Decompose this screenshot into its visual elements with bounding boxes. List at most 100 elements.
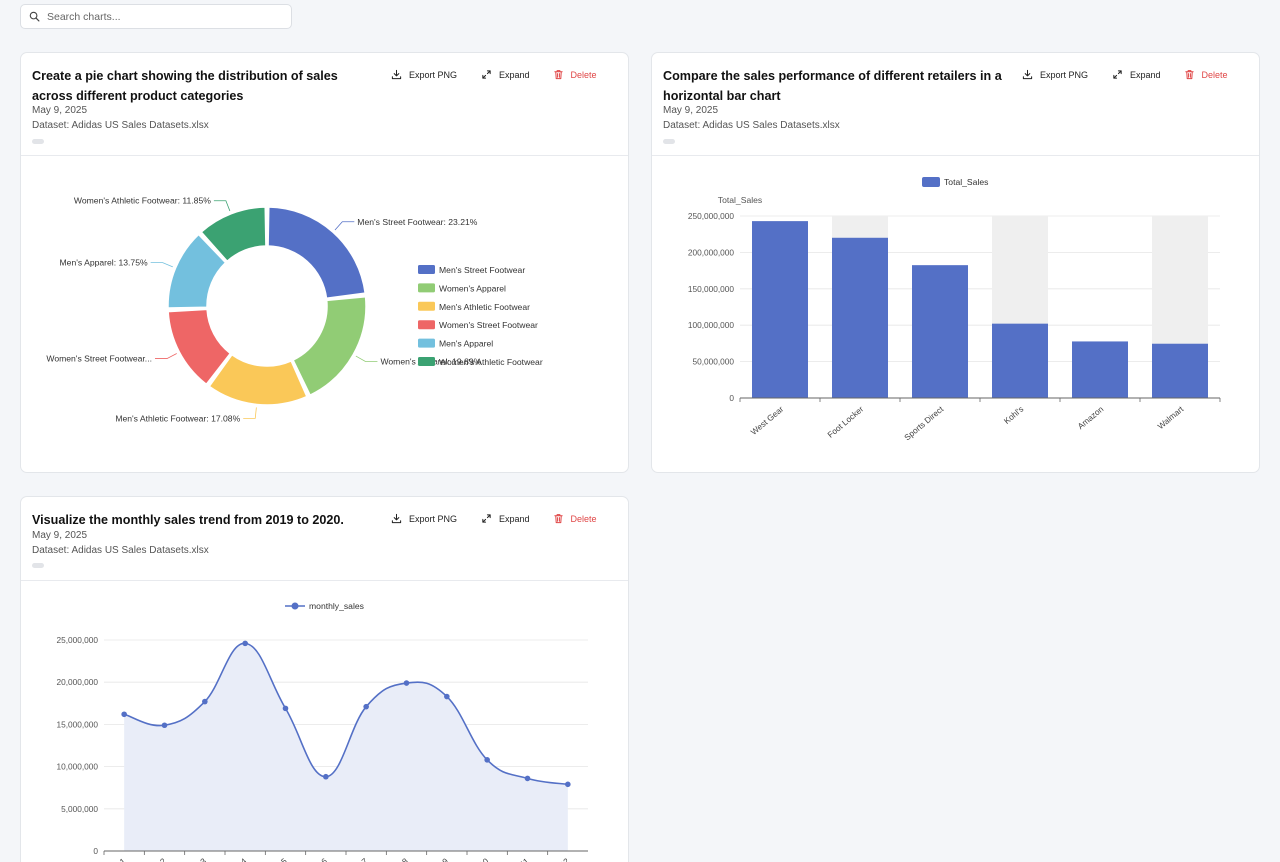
x-tick-label: 10: [477, 856, 491, 862]
line-point: [524, 775, 531, 782]
card-tag: [32, 139, 44, 144]
y-tick-label: 25,000,000: [56, 635, 98, 645]
x-tick-label: Foot Locker: [825, 404, 865, 440]
x-tick-label: 3: [198, 856, 208, 862]
x-tick-label: 9: [440, 856, 450, 862]
card-dataset: Dataset: Adidas US Sales Datasets.xlsx: [32, 120, 209, 131]
line-point: [484, 757, 490, 763]
x-tick-label: West Gear: [749, 404, 786, 437]
chart-card-pie: Create a pie chart showing the distribut…: [20, 52, 629, 473]
export-png-label: Export PNG: [409, 69, 458, 80]
delete-button[interactable]: Delete: [553, 69, 597, 80]
x-tick-label: Amazon: [1076, 404, 1106, 431]
legend-swatch: [922, 177, 940, 187]
card-header: Compare the sales performance of differe…: [652, 53, 1259, 156]
card-actions: Export PNG Expand Delete: [391, 69, 597, 80]
line-chart: monthly_sales 0 5,000,000 10,000,000 15,000,…: [56, 601, 588, 862]
card-actions: Export PNG Expand Delete: [1022, 69, 1228, 80]
y-tick-label: 100,000,000: [688, 320, 735, 330]
expand-button[interactable]: Expand: [481, 513, 530, 524]
search-box[interactable]: [20, 4, 292, 29]
legend-label: Women's Athletic Footwear: [439, 357, 543, 367]
delete-label: Delete: [570, 69, 597, 80]
search-icon: [29, 11, 40, 22]
line-point: [202, 698, 208, 705]
bar: [832, 237, 888, 398]
x-tick-label: 8: [400, 856, 410, 862]
expand-icon: [482, 514, 491, 523]
trash-icon: [553, 514, 563, 524]
line-point: [403, 680, 410, 686]
expand-icon: [1113, 70, 1122, 79]
pie-slice: [208, 353, 308, 406]
pie-slice-label: Women's Athletic Footwear: 11.85%: [74, 196, 211, 206]
legend-label: Women's Street Footwear: [439, 320, 538, 330]
pie-slice: [167, 308, 232, 386]
x-tick-label: Kohl's: [1002, 404, 1026, 426]
chart-card-bar: Compare the sales performance of differe…: [651, 52, 1260, 473]
card-title: Compare the sales performance of differe…: [663, 69, 1002, 103]
expand-button[interactable]: Expand: [1112, 69, 1161, 80]
y-axis-title: Total_Sales: [718, 195, 762, 205]
search-input[interactable]: [47, 10, 277, 23]
x-tick-label: 5: [279, 856, 289, 862]
pie-leader-line: [355, 355, 378, 362]
card-tag: [32, 563, 44, 568]
pie-slice: [267, 206, 366, 299]
legend-swatch: [418, 357, 435, 366]
pie-slice: [167, 233, 227, 309]
expand-icon: [482, 70, 491, 79]
line-area: [124, 643, 568, 851]
legend-label: Men's Apparel: [439, 339, 493, 349]
pie-chart: Men's Street Footwear: 23.21% Women's App…: [46, 196, 543, 424]
y-tick-label: 0: [729, 393, 734, 403]
card-dataset: Dataset: Adidas US Sales Datasets.xlsx: [32, 545, 209, 556]
card-date: May 9, 2025: [32, 105, 88, 116]
legend-label: Men's Street Footwear: [439, 265, 525, 275]
card-dataset: Dataset: Adidas US Sales Datasets.xlsx: [663, 120, 840, 131]
y-tick-label: 15,000,000: [56, 719, 98, 729]
x-tick-label: Walmart: [1155, 403, 1185, 431]
expand-label: Expand: [1130, 69, 1161, 80]
bar-chart: Total_Sales Total_Sales 0 50,000,000 100,000…: [688, 177, 1221, 442]
bar: [992, 323, 1048, 398]
pie-leader-line: [334, 221, 355, 231]
legend-label: Total_Sales: [944, 177, 988, 187]
card-header: Create a pie chart showing the distribut…: [21, 53, 628, 156]
delete-button[interactable]: Delete: [1184, 69, 1228, 80]
pie-leader-line: [213, 200, 231, 212]
line-point: [565, 781, 571, 788]
y-tick-label: 10,000,000: [56, 762, 98, 772]
legend-swatch: [418, 301, 435, 311]
line-point: [363, 703, 369, 710]
card-tag: [663, 139, 675, 144]
export-png-button[interactable]: Export PNG: [391, 513, 457, 524]
export-png-label: Export PNG: [409, 513, 458, 524]
card-title: Create a pie chart showing the distribut…: [32, 69, 338, 103]
pie-leader-line: [243, 407, 257, 419]
line-point: [444, 693, 450, 700]
x-tick-label: 11: [518, 856, 531, 862]
legend-marker: [291, 602, 299, 610]
pie-slice-label: Men's Apparel: 13.75%: [60, 258, 148, 268]
y-tick-label: 50,000,000: [692, 357, 734, 367]
expand-label: Expand: [499, 513, 530, 524]
y-tick-label: 250,000,000: [688, 211, 735, 221]
export-png-button[interactable]: Export PNG: [1022, 69, 1088, 80]
card-title: Visualize the monthly sales trend from 2…: [32, 513, 344, 527]
delete-button[interactable]: Delete: [553, 513, 597, 524]
pie-leader-line: [154, 353, 177, 359]
y-tick-label: 0: [93, 846, 98, 856]
x-tick-label: 6: [319, 856, 329, 862]
y-tick-label: 150,000,000: [688, 284, 735, 294]
export-png-button[interactable]: Export PNG: [391, 69, 457, 80]
trash-icon: [553, 70, 563, 80]
line-point: [242, 640, 248, 647]
legend-label: Men's Athletic Footwear: [439, 302, 530, 312]
legend-swatch: [418, 265, 435, 274]
y-tick-label: 5,000,000: [61, 804, 98, 814]
card-actions: Export PNG Expand Delete: [391, 513, 597, 524]
pie-leader-line: [150, 262, 173, 268]
x-tick-label: 4: [238, 856, 248, 862]
expand-button[interactable]: Expand: [481, 69, 530, 80]
